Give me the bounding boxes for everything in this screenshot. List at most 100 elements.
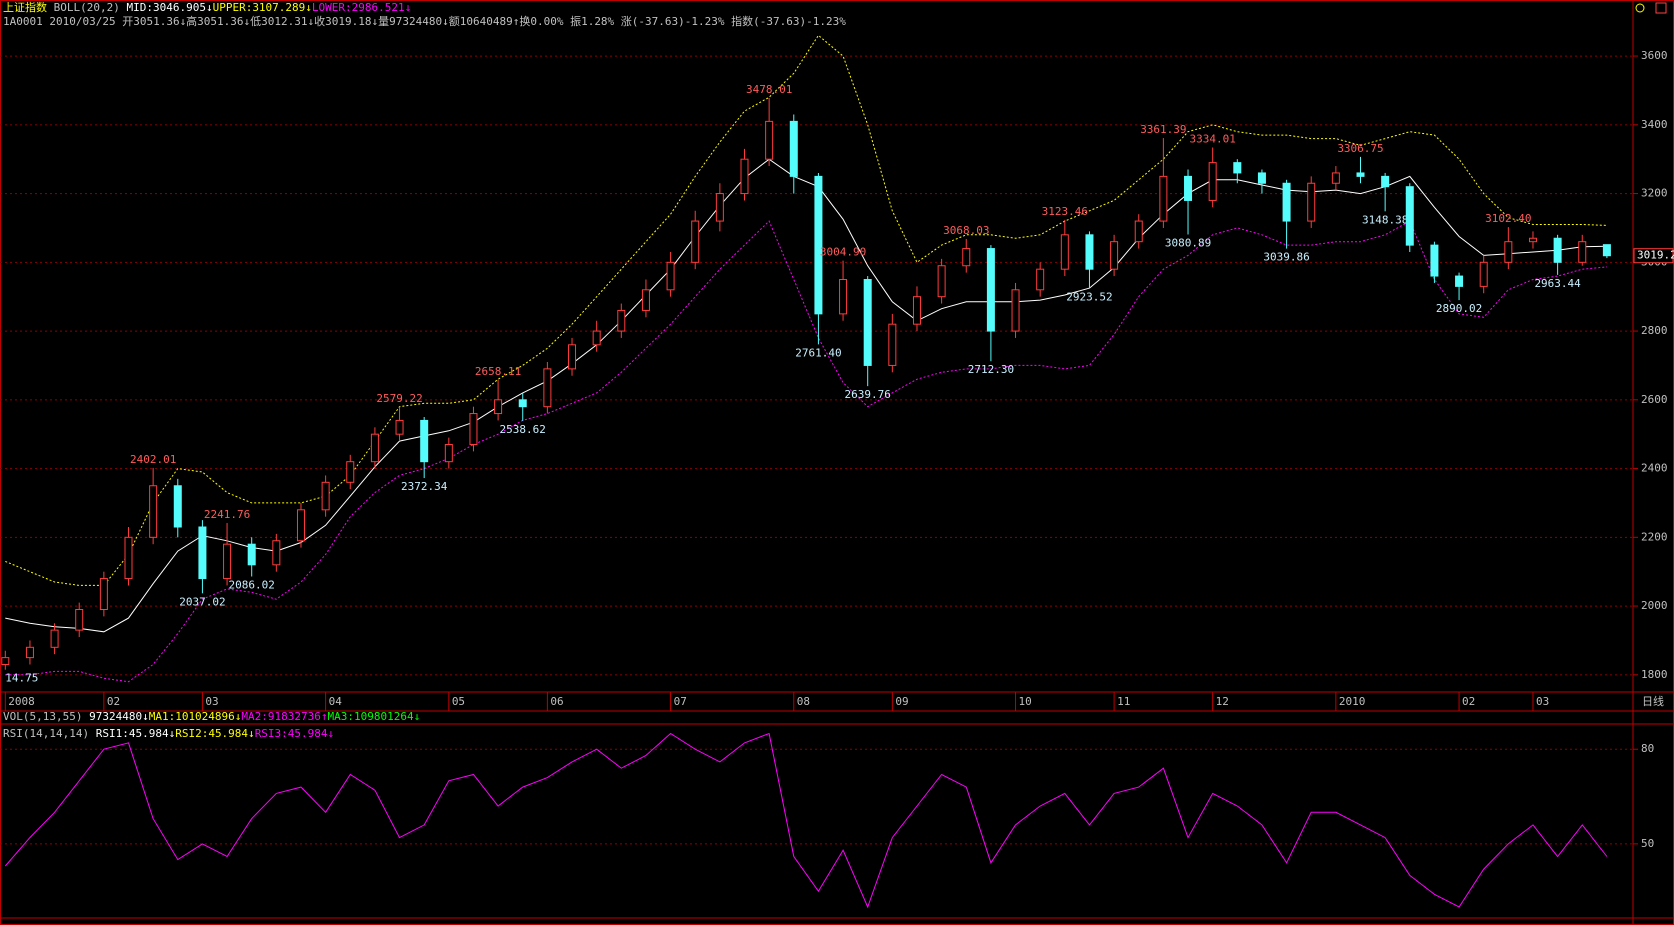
candle-body (444, 444, 453, 463)
y-tick-label: 2800 (1641, 324, 1668, 337)
candle-body (1455, 275, 1464, 287)
candle-body (1085, 234, 1094, 270)
candle-body (1602, 244, 1611, 257)
low-label: 14.75 (5, 672, 38, 685)
anchor-icon[interactable] (1635, 3, 1645, 13)
info-segment: MA2:91832736↑ (241, 710, 327, 723)
x-tick-label: 03 (1536, 695, 1549, 708)
info-segment: LOWER:2986.521↓ (312, 1, 411, 14)
band-line (5, 220, 1607, 683)
candle-body (863, 279, 872, 366)
band-line (5, 158, 1607, 633)
window-icon[interactable] (1655, 2, 1667, 14)
candle-body (198, 526, 207, 580)
low-label: 2923.52 (1066, 291, 1112, 304)
low-label: 2037.02 (179, 595, 225, 608)
x-tick-label: 06 (550, 695, 563, 708)
info-segment: RSI1:45.984↓ (96, 727, 175, 740)
candle-body (543, 368, 552, 408)
x-tick-label: 05 (452, 695, 465, 708)
low-label: 2890.02 (1436, 302, 1482, 315)
x-tick-label: 12 (1216, 695, 1229, 708)
candle-body (223, 543, 232, 580)
candle-body (765, 120, 774, 160)
candle-body (912, 296, 921, 325)
candle-body (518, 399, 527, 408)
candle-body (173, 485, 182, 528)
candle-body (124, 536, 133, 580)
candle-body (346, 461, 355, 483)
candle-body (617, 309, 626, 332)
candle-body (1110, 241, 1119, 270)
info-segment: MID:3046.905↓ (126, 1, 212, 14)
candle-body (1233, 162, 1242, 174)
last-price-box (1633, 248, 1674, 264)
info-segment: RSI(14,14,14) (3, 727, 96, 740)
x-tick-label: 02 (107, 695, 120, 708)
info-segment: VOL(5,13,55) (3, 710, 89, 723)
candle-body (1504, 241, 1513, 263)
candle-body (321, 481, 330, 511)
low-label: 2712.30 (968, 363, 1014, 376)
low-label: 2372.34 (401, 480, 448, 493)
low-label: 3148.38 (1362, 213, 1408, 226)
candle-body (25, 646, 34, 659)
candle-body (1011, 289, 1020, 332)
candle-body (691, 220, 700, 263)
high-label: 3478.01 (746, 83, 792, 96)
info-line: 上证指数 BOLL(20,2) MID:3046.905↓UPPER:3107.… (3, 0, 411, 14)
candle-body (1430, 244, 1439, 277)
info-line: RSI(14,14,14) RSI1:45.984↓RSI2:45.984↓RS… (3, 727, 334, 740)
low-label: 2538.62 (500, 423, 546, 436)
candle-body (1060, 234, 1069, 270)
candle-body (1479, 261, 1488, 287)
x-tick-label: 08 (797, 695, 810, 708)
candle-body (986, 248, 995, 332)
info-segment: UPPER:3107.289↓ (213, 1, 312, 14)
high-label: 2658.11 (475, 365, 521, 378)
y-tick-label: 2600 (1641, 393, 1668, 406)
candle-body (839, 279, 848, 315)
candle-body (296, 509, 305, 542)
candle-body (789, 120, 798, 177)
y-tick-label: 3400 (1641, 118, 1668, 131)
candle-body (420, 419, 429, 463)
candle-body (149, 485, 158, 538)
candle-body (1578, 241, 1587, 263)
high-label: 3306.75 (1337, 142, 1383, 155)
info-segment: RSI3:45.984↓ (255, 727, 334, 740)
x-tick-label: 10 (1019, 695, 1032, 708)
y-tick-label: 3600 (1641, 49, 1668, 62)
x-tick-label: 04 (329, 695, 343, 708)
high-label: 3004.90 (820, 246, 866, 259)
candle-body (1307, 182, 1316, 222)
candle-body (370, 433, 379, 463)
info-line: VOL(5,13,55) 97324480↓MA1:101024896↓MA2:… (3, 710, 420, 723)
period-label: 日线 (1642, 694, 1664, 708)
rsi-line (4, 732, 1608, 909)
candle-body (1184, 175, 1193, 201)
candle-body (99, 578, 108, 610)
candle-body (1208, 162, 1217, 201)
toolbar-icons[interactable] (1635, 2, 1667, 14)
candle-body (272, 540, 281, 566)
candle-body (1405, 186, 1414, 246)
candle-body (1553, 237, 1562, 263)
candle-body (962, 248, 971, 267)
info-segment: 上证指数 (3, 0, 47, 14)
candle-body (1356, 172, 1365, 177)
y-tick-label: 50 (1641, 837, 1654, 850)
candle-body (1036, 268, 1045, 291)
y-tick-label: 1800 (1641, 668, 1668, 681)
x-tick-label: 2010 (1339, 695, 1366, 708)
candle-body (641, 289, 650, 311)
low-label: 2761.40 (795, 346, 841, 359)
candle-body (1257, 172, 1266, 184)
candle-body (247, 543, 256, 566)
high-label: 2241.76 (204, 508, 250, 521)
candle-body (1331, 172, 1340, 184)
y-tick-label: 3200 (1641, 187, 1668, 200)
info-line: 1A0001 2010/03/25 开3051.36↓高3051.36↓低301… (3, 14, 846, 28)
